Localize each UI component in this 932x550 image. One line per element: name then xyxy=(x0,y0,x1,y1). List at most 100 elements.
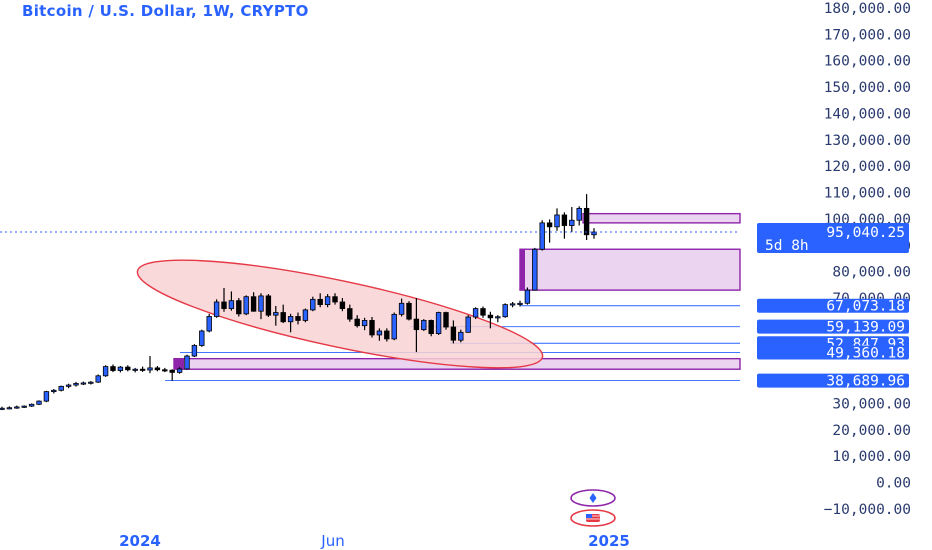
candle-body[interactable] xyxy=(6,407,13,410)
candle-body[interactable] xyxy=(295,316,301,321)
level-price-label: 67,073.18 xyxy=(826,299,905,315)
time-axis[interactable]: 2024 Jun 2025 xyxy=(119,532,630,550)
candle-body[interactable] xyxy=(509,303,516,306)
candle-body[interactable] xyxy=(147,367,153,371)
candle-body[interactable] xyxy=(265,295,272,316)
candle-body[interactable] xyxy=(125,366,131,371)
candle-body[interactable] xyxy=(191,345,198,357)
candle-body[interactable] xyxy=(0,407,5,410)
candle-body[interactable] xyxy=(51,389,57,393)
candle-body[interactable] xyxy=(532,248,538,291)
y-tick-label: 80,000.00 xyxy=(832,265,911,281)
candle-body[interactable] xyxy=(569,219,575,226)
level-price-label-bg xyxy=(757,319,909,334)
level-price-label-bg xyxy=(757,373,909,388)
candle-body[interactable] xyxy=(243,296,249,315)
candle-body[interactable] xyxy=(435,312,442,335)
candle-body[interactable] xyxy=(458,331,464,341)
candle-body[interactable] xyxy=(287,316,294,323)
candle-body[interactable] xyxy=(443,312,449,328)
candle-body[interactable] xyxy=(213,301,220,317)
current-price-box xyxy=(757,222,909,253)
candle-body[interactable] xyxy=(258,295,264,312)
candle-body[interactable] xyxy=(302,309,309,321)
candle-body[interactable] xyxy=(80,382,87,385)
candle-body[interactable] xyxy=(421,320,427,331)
candle-body[interactable] xyxy=(539,222,545,250)
candle-body[interactable] xyxy=(413,318,420,331)
candle-body[interactable] xyxy=(273,312,279,316)
level-labels: 67,073.1859,139.0952,847.9349,360.1838,6… xyxy=(757,222,909,390)
candle-body[interactable] xyxy=(517,302,523,305)
candle-body[interactable] xyxy=(502,304,508,318)
candle-body[interactable] xyxy=(176,368,183,373)
range-channel-ellipse xyxy=(136,259,544,369)
candle-body[interactable] xyxy=(450,326,457,341)
candle-body[interactable] xyxy=(139,368,146,371)
candle-body[interactable] xyxy=(576,207,582,221)
candle-body[interactable] xyxy=(21,405,27,408)
candle-body[interactable] xyxy=(561,214,568,226)
candle-body[interactable] xyxy=(36,400,42,405)
candle-body[interactable] xyxy=(495,316,501,319)
candle-body[interactable] xyxy=(354,318,360,327)
candle-body[interactable] xyxy=(28,403,35,407)
candle-body[interactable] xyxy=(310,298,316,311)
candle-body[interactable] xyxy=(428,320,434,335)
candle-body[interactable] xyxy=(132,368,138,371)
candle-body[interactable] xyxy=(332,296,338,303)
candle-body[interactable] xyxy=(184,355,190,370)
candle-body[interactable] xyxy=(58,385,64,391)
candle-body[interactable] xyxy=(162,369,168,372)
candle-body[interactable] xyxy=(583,207,590,236)
level-price-label-bg xyxy=(757,345,909,360)
candle-body[interactable] xyxy=(480,308,486,316)
candle-body[interactable] xyxy=(391,313,397,340)
y-tick-label: 150,000.00 xyxy=(824,80,911,96)
candle-body[interactable] xyxy=(14,406,20,409)
y-tick-label: 20,000.00 xyxy=(832,423,911,439)
us-flag-icon[interactable] xyxy=(570,509,616,527)
candle-body[interactable] xyxy=(154,367,161,371)
price-axis[interactable]: 180,000.00 170,000.00 160,000.00 150,000.00… xyxy=(824,1,911,518)
candle-body[interactable] xyxy=(465,316,471,333)
candle-body[interactable] xyxy=(339,301,346,309)
candle-body[interactable] xyxy=(43,391,50,402)
candle-body[interactable] xyxy=(347,308,353,320)
candle-body[interactable] xyxy=(361,320,368,327)
candle-body[interactable] xyxy=(221,301,227,309)
candle-body[interactable] xyxy=(65,384,72,387)
candle-body[interactable] xyxy=(236,300,242,315)
candle-body[interactable] xyxy=(169,369,175,373)
candle-body[interactable] xyxy=(384,330,390,340)
candle-body[interactable] xyxy=(228,300,235,309)
candle-body[interactable] xyxy=(117,366,124,371)
candle-body[interactable] xyxy=(317,298,323,306)
candle-body[interactable] xyxy=(472,308,479,318)
candle-body[interactable] xyxy=(524,289,531,304)
candle-body[interactable] xyxy=(398,302,405,315)
candle-body[interactable] xyxy=(406,302,412,320)
y-tick-label: 160,000.00 xyxy=(824,54,911,70)
candle-body[interactable] xyxy=(554,214,560,228)
candle-body[interactable] xyxy=(487,314,494,319)
candle-body[interactable] xyxy=(546,222,553,228)
candle-body[interactable] xyxy=(591,231,597,236)
candle-body[interactable] xyxy=(206,316,212,332)
y-tick-label: 140,000.00 xyxy=(824,106,911,122)
candle-body[interactable] xyxy=(110,366,116,371)
indicator-icon[interactable] xyxy=(570,489,616,507)
candle-body[interactable] xyxy=(376,330,383,336)
candle-body[interactable] xyxy=(199,330,205,346)
candle-body[interactable] xyxy=(73,383,79,386)
candlestick-series[interactable] xyxy=(0,194,597,411)
candle-body[interactable] xyxy=(369,320,375,336)
candle-body[interactable] xyxy=(88,381,94,384)
y-tick-label: 120,000.00 xyxy=(824,159,911,175)
candle-body[interactable] xyxy=(102,366,109,377)
candle-body[interactable] xyxy=(95,375,101,383)
candle-body[interactable] xyxy=(324,296,331,306)
candle-body[interactable] xyxy=(280,312,286,323)
candle-body[interactable] xyxy=(250,296,257,312)
